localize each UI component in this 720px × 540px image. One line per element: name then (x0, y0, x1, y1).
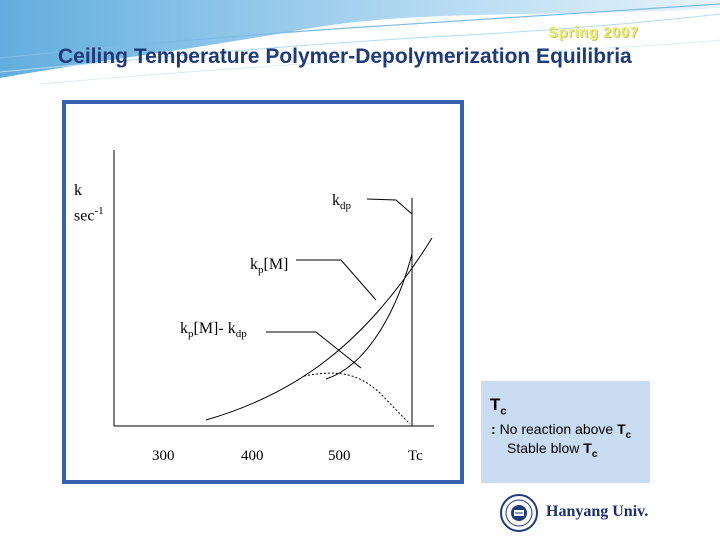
kpm-label: kp[M] (250, 256, 289, 280)
season-label: Spring 2007 (548, 24, 639, 41)
kdp-curve (205, 237, 433, 421)
y-axis-unit: sec-1 (74, 202, 104, 226)
slide-title: Ceiling Temperature Polymer-Depolymeriza… (58, 45, 632, 68)
net-rate-label: kp[M]- kdp (180, 320, 247, 344)
rate-diagram-panel: k sec-1 kdp kp[M] kp[M]- kdp 300 400 500… (62, 100, 464, 484)
note-heading: Tc (490, 395, 507, 418)
net-rate-curve (303, 372, 411, 425)
kdp-leader (366, 198, 413, 215)
university-seal-logo (500, 494, 538, 532)
rate-diagram (113, 150, 434, 427)
ceiling-temperature-note: Tc : No reaction above Tc Stable blow Tc (481, 381, 650, 483)
net-leader (266, 331, 362, 369)
x-tick-300: 300 (152, 448, 175, 464)
x-tick-500: 500 (328, 448, 351, 464)
university-name: Hanyang Univ. (546, 503, 649, 520)
kdp-label: kdp (332, 192, 351, 216)
note-line-2: Stable blow Tc (507, 440, 598, 460)
x-tick-400: 400 (241, 448, 264, 464)
kpm-leader (296, 259, 377, 301)
note-line-1: : No reaction above Tc (491, 421, 632, 441)
kpm-curve (325, 253, 413, 380)
x-tick-tc: Tc (408, 448, 423, 464)
y-axis-symbol: k (74, 182, 82, 200)
